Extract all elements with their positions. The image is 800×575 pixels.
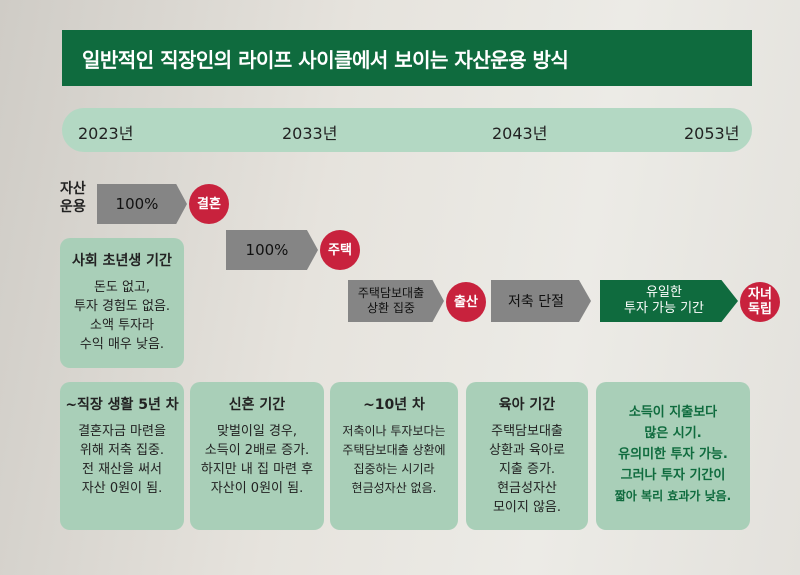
arrow-label: 100% — [115, 195, 159, 213]
stage-box-newcomer: 사회 초년생 기간 돈도 없고, 투자 경험도 없음. 소액 투자라 수익 매우… — [60, 238, 184, 368]
page-title: 일반적인 직장인의 라이프 사이클에서 보이는 자산운용 방식 — [62, 30, 752, 86]
event-childbirth: 출산 — [446, 282, 486, 322]
year-2033: 2033년 — [282, 124, 338, 143]
stage-text: 위해 저축 집중. — [79, 443, 165, 458]
stage-title: ~직장 생활 5년 차 — [65, 397, 179, 413]
asset-label-line: 자산 — [60, 181, 86, 197]
stage-text: 결혼자금 마련을 — [78, 424, 166, 439]
arrow-100-percent-1: 100% — [97, 184, 187, 224]
stage-text: 수익 매우 낮음. — [79, 337, 165, 352]
stage-text: 하지만 내 집 마련 후 — [200, 462, 314, 477]
stage-text: 그러나 투자 기간이 — [620, 468, 726, 483]
stage-text: 돈도 없고, — [93, 280, 151, 295]
stage-title: 사회 초년생 기간 — [72, 253, 172, 269]
arrow-label: 100% — [245, 241, 289, 259]
arrow-label: 주택담보대출 — [357, 286, 425, 300]
stage-text: 맞벌이일 경우, — [216, 424, 298, 439]
stage-text: 모이지 않음. — [492, 500, 562, 515]
event-child-independence: 자녀 독립 — [740, 282, 780, 322]
stage-text: 소득이 지출보다 — [628, 405, 718, 420]
stage-text: 주택담보대출 — [491, 424, 563, 439]
arrow-mortgage-repayment: 주택담보대출 상환 집중 — [348, 280, 444, 322]
asset-label: 자산 운용 — [60, 180, 86, 216]
arrow-100-percent-2: 100% — [226, 230, 318, 270]
arrow-investment-period: 유일한 투자 가능 기간 — [600, 280, 738, 322]
year-2053: 2053년 — [684, 124, 740, 143]
stage-text: 집중하는 시기라 — [353, 462, 435, 476]
arrow-label: 투자 가능 기간 — [623, 301, 705, 316]
arrow-savings-break: 저축 단절 — [491, 280, 591, 322]
stage-text: 전 재산을 써서 — [81, 462, 163, 477]
stage-text: 지출 증가. — [498, 462, 556, 477]
stage-text: 현금성자산 — [497, 481, 557, 496]
year-2043: 2043년 — [492, 124, 548, 143]
stage-text: 투자 경험도 없음. — [73, 299, 171, 314]
stage-box-newlywed: 신혼 기간 맞벌이일 경우, 소득이 2배로 증가. 하지만 내 집 마련 후 … — [190, 382, 324, 530]
stage-title: 신혼 기간 — [228, 397, 286, 413]
stage-text: 현금성자산 없음. — [351, 481, 437, 495]
stage-box-tenth-year: ~10년 차 저축이나 투자보다는 주택담보대출 상환에 집중하는 시기라 현금… — [330, 382, 458, 530]
arrow-label: 저축 단절 — [508, 294, 564, 310]
stage-text: 상환과 육아로 — [489, 443, 565, 458]
stage-text: 많은 시기. — [644, 426, 702, 441]
stage-text: 유의미한 투자 가능. — [618, 447, 728, 462]
stage-box-early-career: ~직장 생활 5년 차 결혼자금 마련을 위해 저축 집중. 전 재산을 써서 … — [60, 382, 184, 530]
event-marriage: 결혼 — [189, 184, 229, 224]
stage-text: 주택담보대출 상환에 — [342, 443, 446, 457]
stage-box-investment: 소득이 지출보다 많은 시기. 유의미한 투자 가능. 그러나 투자 기간이 짧… — [596, 382, 750, 530]
stage-text: 소액 투자라 — [90, 318, 154, 333]
stage-text: 자산이 0원이 됨. — [210, 481, 304, 496]
stage-text: 짧아 복리 효과가 낮음. — [614, 489, 732, 503]
stage-box-parenting: 육아 기간 주택담보대출 상환과 육아로 지출 증가. 현금성자산 모이지 않음… — [466, 382, 588, 530]
arrow-label: 유일한 — [646, 285, 682, 300]
year-timeline: 2023년 2033년 2043년 2053년 — [62, 108, 752, 152]
asset-label-line: 운용 — [60, 199, 86, 215]
event-label: 독립 — [748, 302, 772, 317]
event-label: 자녀 — [748, 287, 772, 302]
stage-title: 육아 기간 — [498, 397, 556, 413]
year-2023: 2023년 — [78, 124, 134, 143]
stage-text: 자산 0원이 됨. — [81, 481, 163, 496]
event-house: 주택 — [320, 230, 360, 270]
arrow-label: 상환 집중 — [367, 301, 415, 315]
stage-text: 저축이나 투자보다는 — [342, 424, 446, 438]
stage-text: 소득이 2배로 증가. — [204, 443, 310, 458]
stage-title: ~10년 차 — [363, 397, 425, 413]
